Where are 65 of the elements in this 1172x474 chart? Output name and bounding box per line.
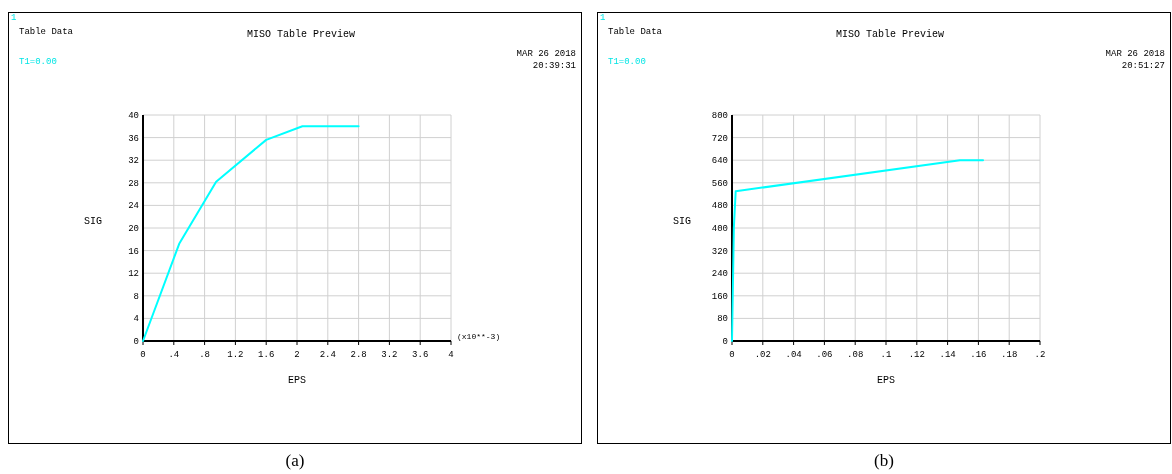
x-tick-label: 3.2 [381, 350, 398, 360]
x-tick-label: .04 [785, 350, 802, 360]
x-tick-label: 1.2 [227, 350, 244, 360]
x-tick-label: 2 [294, 350, 300, 360]
x-tick-label: .18 [1001, 350, 1018, 360]
x-tick-label: 4 [448, 350, 454, 360]
x-tick-label: .4 [168, 350, 180, 360]
text: 20:39:31 [532, 61, 576, 71]
text: 1 [11, 13, 17, 23]
y-tick-label: 560 [711, 178, 728, 189]
x-tick-label: 3.6 [412, 350, 429, 360]
line-series [142, 125, 360, 342]
text: MAR 26 2018 [1105, 49, 1165, 59]
x-tick-label: .14 [939, 350, 956, 360]
x-tick-label: 2.8 [350, 350, 367, 360]
y-tick-label: 480 [711, 201, 728, 212]
chart-title: MISO Table Preview [246, 29, 356, 40]
y-tick-label: 80 [717, 314, 728, 325]
text: (a) [285, 451, 305, 470]
x-axis-title: EPS [287, 375, 307, 386]
x-tick-label: .16 [970, 350, 987, 360]
x-tick-label: .08 [847, 350, 864, 360]
y-tick-label: 16 [128, 246, 139, 257]
y-tick-label: 32 [128, 156, 139, 167]
text: 20:51:27 [1121, 61, 1165, 71]
y-tick-label: 20 [128, 224, 139, 234]
y-axis-title: SIG [83, 216, 103, 227]
y-tick-label: 240 [711, 269, 728, 280]
x-axis-title: EPS [876, 375, 896, 386]
y-tick-label: 720 [711, 133, 728, 144]
x-tick-label: .06 [816, 350, 833, 360]
y-tick-label: 640 [711, 156, 728, 167]
y-tick-label: 40 [128, 111, 139, 121]
text: T1=0.00 [19, 57, 57, 67]
text: T1=0.00 [608, 57, 646, 67]
x-tick-label: .8 [199, 350, 211, 360]
x-tick-label: .02 [754, 350, 771, 360]
x-tick-label: 0 [140, 350, 146, 360]
line-series [731, 159, 985, 342]
x-tick-label: 0 [729, 350, 735, 360]
y-tick-label: 800 [711, 111, 728, 121]
y-tick-label: 36 [128, 133, 139, 144]
y-tick-label: 0 [133, 337, 139, 347]
x-tick-label: .1 [880, 350, 892, 360]
text: Table Data [608, 27, 663, 37]
y-tick-label: 8 [133, 291, 139, 302]
x-tick-label: 1.6 [258, 350, 275, 360]
text: 1 [600, 13, 606, 23]
x-tick-label: 2.4 [319, 350, 336, 360]
x-tick-label: .12 [908, 350, 925, 360]
y-tick-label: 400 [711, 224, 728, 234]
y-axis-title: SIG [672, 216, 692, 227]
x-tick-label: .2 [1034, 350, 1046, 360]
y-tick-label: 28 [128, 178, 139, 189]
text: MAR 26 2018 [516, 49, 576, 59]
text: (b) [874, 451, 894, 470]
text: (x10**-3) [457, 332, 501, 341]
y-tick-label: 160 [711, 291, 728, 302]
y-tick-label: 4 [133, 314, 139, 325]
y-tick-label: 24 [128, 201, 139, 212]
chart-title: MISO Table Preview [835, 29, 945, 40]
y-tick-label: 0 [722, 337, 728, 347]
y-tick-label: 12 [128, 269, 139, 280]
text: Table Data [19, 27, 74, 37]
y-tick-label: 320 [711, 246, 728, 257]
